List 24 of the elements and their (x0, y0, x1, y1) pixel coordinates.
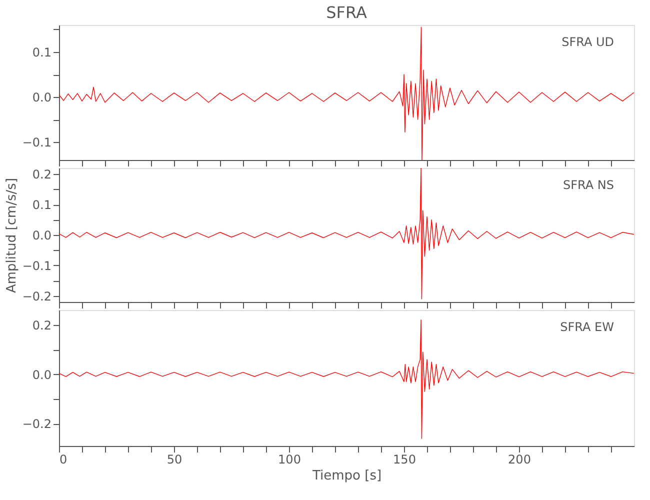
x-axis-title: Tiempo [s] (311, 468, 382, 484)
y-axis-title: Amplitud [cm/s/s] (4, 178, 20, 294)
y-tick-label: 0.0 (32, 368, 52, 382)
annotation: SFRA EW (560, 320, 614, 334)
y-tick-label: 0.1 (32, 198, 52, 212)
x-tick-label: 100 (278, 452, 301, 466)
annotation: SFRA NS (563, 178, 614, 192)
chart-title: SFRA (326, 3, 367, 22)
y-tick-label: −0.1 (22, 258, 52, 273)
y-tick-label: 0.2 (32, 318, 52, 332)
annotation: SFRA UD (562, 35, 614, 49)
y-tick-label: −0.2 (22, 289, 52, 304)
x-tick-label: 0 (60, 452, 68, 466)
x-tick-label: 200 (508, 452, 531, 466)
y-tick-label: 0.1 (32, 46, 52, 60)
y-tick-label: 0.2 (32, 168, 52, 182)
line-series (59, 168, 634, 300)
x-tick-label: 50 (166, 452, 182, 466)
y-tick-label: −0.1 (22, 136, 52, 150)
y-tick-label: 0.0 (32, 90, 52, 104)
x-tick-label: 150 (393, 452, 416, 466)
y-tick-label: 0.0 (32, 228, 52, 242)
y-tick-label: −0.2 (22, 417, 52, 432)
line-series (59, 320, 634, 439)
